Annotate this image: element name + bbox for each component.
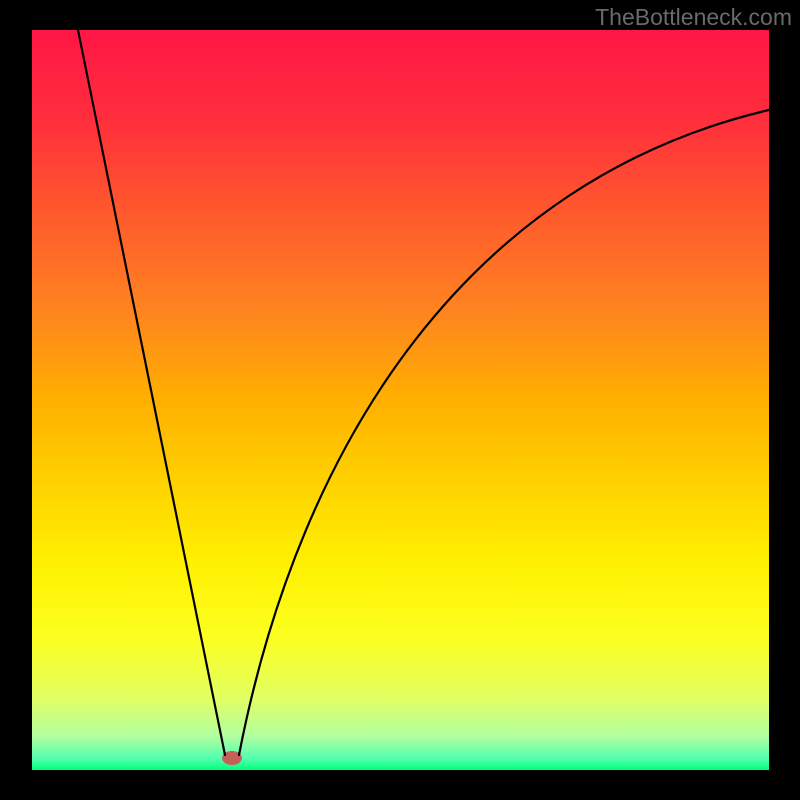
curve-left-segment (78, 30, 225, 755)
curve-right-segment (239, 110, 769, 755)
bottleneck-curve (32, 30, 769, 770)
watermark-text: TheBottleneck.com (595, 4, 792, 31)
plot-area (32, 30, 769, 770)
chart-container: TheBottleneck.com (0, 0, 800, 800)
